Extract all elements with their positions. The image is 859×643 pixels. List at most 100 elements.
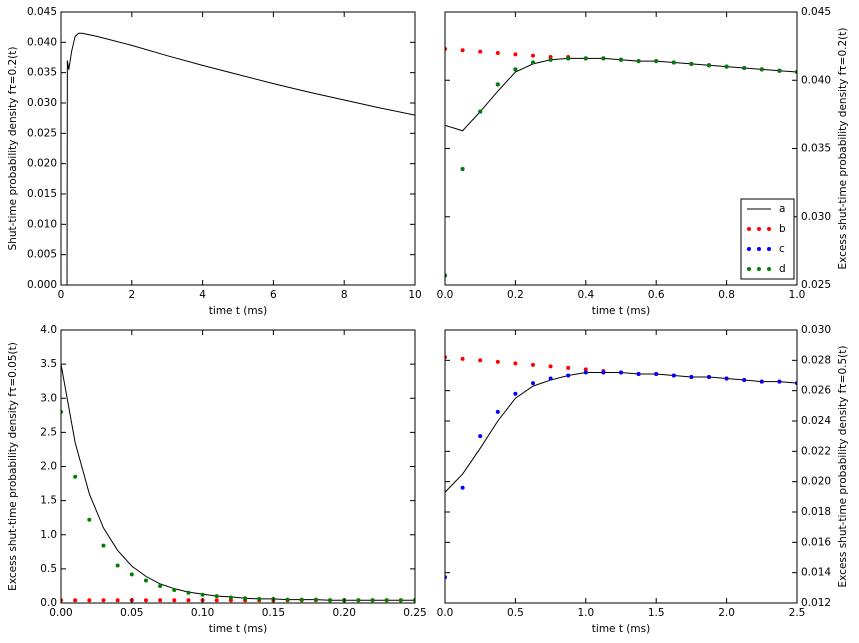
x-tick-label: 2 bbox=[128, 289, 135, 301]
y-tick-label: 0.0 bbox=[40, 597, 57, 609]
y-axis-label: Excess shut-time probability density fτ=… bbox=[7, 342, 19, 591]
y-tick-label: 0.018 bbox=[801, 506, 831, 518]
y-tick-label: 2.5 bbox=[40, 426, 57, 438]
y-tick-label: 0.025 bbox=[801, 279, 831, 291]
data-point bbox=[619, 370, 623, 375]
data-point bbox=[724, 64, 729, 69]
x-tick-label: 0.25 bbox=[403, 607, 426, 619]
x-tick-label: 0.20 bbox=[333, 607, 356, 619]
data-point bbox=[285, 597, 290, 602]
plot-frame bbox=[444, 329, 798, 604]
data-point bbox=[73, 598, 78, 603]
x-tick-label: 0.6 bbox=[648, 289, 665, 301]
plot-frame bbox=[60, 11, 416, 286]
legend-swatch bbox=[757, 227, 761, 231]
data-point bbox=[87, 598, 92, 603]
data-point bbox=[115, 563, 120, 568]
data-point bbox=[214, 594, 219, 599]
data-point bbox=[548, 364, 553, 369]
data-point bbox=[299, 597, 304, 602]
y-tick-label: 4.0 bbox=[40, 324, 57, 336]
plot-area bbox=[66, 32, 415, 285]
y-tick-label: 0.035 bbox=[801, 143, 831, 155]
x-tick-label: 0.00 bbox=[49, 607, 72, 619]
y-tick-label: 0.025 bbox=[27, 127, 57, 139]
legend-swatch bbox=[757, 247, 761, 251]
data-point bbox=[601, 56, 606, 61]
x-tick-label: 0.8 bbox=[718, 289, 735, 301]
y-tick-label: 0.020 bbox=[27, 158, 57, 170]
data-point bbox=[186, 590, 191, 595]
y-tick-label: 0.010 bbox=[27, 218, 57, 230]
data-point bbox=[398, 598, 403, 603]
y-tick-label: 0.022 bbox=[801, 445, 831, 457]
y-tick-label: 0.016 bbox=[801, 536, 831, 548]
data-point bbox=[495, 82, 500, 87]
x-tick-label: 0.0 bbox=[437, 607, 454, 619]
data-point bbox=[495, 50, 500, 55]
y-tick-label: 0.020 bbox=[801, 476, 831, 488]
subplot: 0 2 4 6 8 10 0.000 0.005 0.010 0.015 0.020 0.025 0.0… bbox=[7, 6, 422, 317]
data-point bbox=[200, 592, 205, 597]
data-point bbox=[513, 67, 518, 72]
x-tick-label: 4 bbox=[199, 289, 206, 301]
data-point bbox=[513, 361, 518, 366]
plot-area bbox=[445, 355, 797, 580]
data-point bbox=[384, 598, 389, 603]
y-tick-label: 0.030 bbox=[27, 97, 57, 109]
x-tick-label: 0 bbox=[58, 289, 65, 301]
data-point bbox=[548, 57, 553, 62]
plot-area bbox=[61, 364, 415, 603]
y-tick-label: 1.0 bbox=[40, 529, 57, 541]
data-line bbox=[66, 32, 415, 285]
data-point bbox=[548, 376, 553, 381]
legend-swatch bbox=[767, 247, 771, 251]
data-point bbox=[87, 517, 92, 522]
y-tick-label: 0.045 bbox=[27, 6, 57, 18]
data-point bbox=[495, 409, 500, 414]
data-point bbox=[742, 378, 747, 383]
x-tick-label: 10 bbox=[408, 289, 421, 301]
data-point bbox=[460, 48, 465, 53]
subplot: 0.0 0.5 1.0 1.5 2.0 2.50.012 0.014 0.016 0.018 0.… bbox=[437, 324, 849, 635]
y-axis-label: Shut-time probability density fτ=0.2(t) bbox=[7, 47, 19, 251]
subplot: 0.00 0.05 0.10 0.15 0.20 0.25 0.0 0.5 1.0 1.5 2.0 2… bbox=[7, 324, 427, 635]
x-tick-label: 1.5 bbox=[648, 607, 665, 619]
data-line bbox=[61, 364, 415, 601]
y-tick-label: 0.030 bbox=[801, 211, 831, 223]
data-point bbox=[671, 60, 676, 65]
y-tick-label: 0.026 bbox=[801, 385, 831, 397]
data-point bbox=[531, 53, 535, 58]
data-point bbox=[583, 370, 588, 375]
data-point bbox=[566, 365, 571, 370]
x-tick-label: 0.15 bbox=[262, 607, 285, 619]
data-point bbox=[742, 65, 747, 70]
y-tick-label: 0.030 bbox=[801, 324, 831, 336]
x-tick-label: 0.0 bbox=[437, 289, 454, 301]
legend-label: b bbox=[779, 223, 786, 235]
data-point bbox=[328, 598, 333, 603]
y-tick-label: 0.040 bbox=[801, 74, 831, 86]
data-point bbox=[777, 379, 782, 384]
data-point bbox=[619, 57, 623, 62]
plot-area bbox=[445, 46, 797, 278]
data-point bbox=[724, 376, 729, 381]
x-axis-label: time t (ms) bbox=[209, 623, 267, 635]
legend-swatch bbox=[747, 267, 751, 271]
legend-swatch bbox=[757, 267, 761, 271]
data-point bbox=[73, 474, 78, 479]
x-tick-label: 0.2 bbox=[507, 289, 524, 301]
data-point bbox=[531, 362, 535, 367]
data-point bbox=[172, 598, 177, 603]
y-tick-label: 2.0 bbox=[40, 461, 57, 473]
data-point bbox=[636, 59, 641, 64]
data-point bbox=[495, 359, 500, 364]
data-point bbox=[158, 598, 163, 603]
data-point bbox=[601, 370, 606, 375]
x-tick-label: 0.05 bbox=[120, 607, 143, 619]
data-point bbox=[370, 598, 375, 603]
